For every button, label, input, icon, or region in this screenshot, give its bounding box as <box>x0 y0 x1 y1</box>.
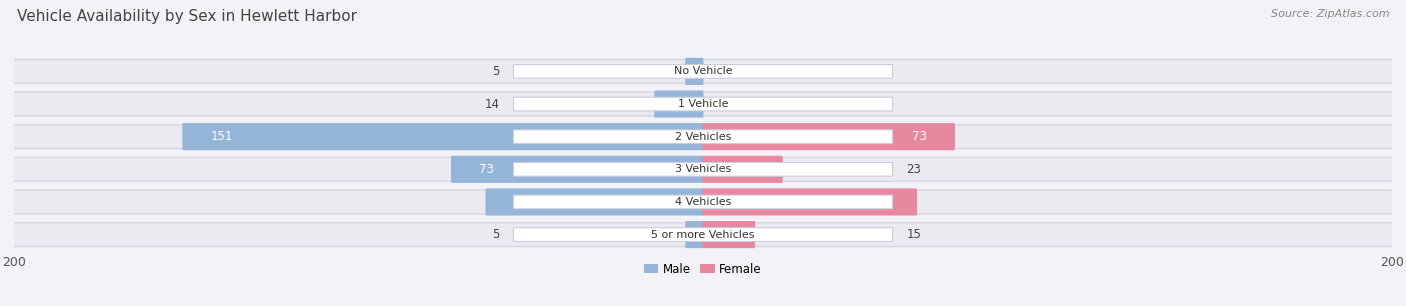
FancyBboxPatch shape <box>14 223 1392 246</box>
FancyBboxPatch shape <box>513 97 893 111</box>
FancyBboxPatch shape <box>14 125 1392 148</box>
FancyBboxPatch shape <box>14 91 1392 117</box>
Text: 14: 14 <box>485 98 499 110</box>
FancyBboxPatch shape <box>14 191 1392 213</box>
FancyBboxPatch shape <box>14 124 1392 149</box>
FancyBboxPatch shape <box>14 189 1392 215</box>
FancyBboxPatch shape <box>14 59 1392 84</box>
FancyBboxPatch shape <box>513 228 893 241</box>
Text: 15: 15 <box>907 228 921 241</box>
FancyBboxPatch shape <box>513 130 893 144</box>
Text: 73: 73 <box>912 130 927 143</box>
FancyBboxPatch shape <box>14 158 1392 181</box>
FancyBboxPatch shape <box>703 188 917 215</box>
FancyBboxPatch shape <box>703 156 783 183</box>
Text: 5: 5 <box>492 65 499 78</box>
Text: Vehicle Availability by Sex in Hewlett Harbor: Vehicle Availability by Sex in Hewlett H… <box>17 9 357 24</box>
FancyBboxPatch shape <box>14 93 1392 115</box>
FancyBboxPatch shape <box>485 188 703 215</box>
FancyBboxPatch shape <box>14 157 1392 182</box>
Text: 1 Vehicle: 1 Vehicle <box>678 99 728 109</box>
FancyBboxPatch shape <box>513 162 893 176</box>
Text: 5 or more Vehicles: 5 or more Vehicles <box>651 230 755 240</box>
Text: 3 Vehicles: 3 Vehicles <box>675 164 731 174</box>
Text: 2 Vehicles: 2 Vehicles <box>675 132 731 142</box>
Legend: Male, Female: Male, Female <box>640 258 766 280</box>
Text: 151: 151 <box>211 130 233 143</box>
FancyBboxPatch shape <box>685 221 703 248</box>
FancyBboxPatch shape <box>703 123 955 150</box>
Text: 23: 23 <box>907 163 921 176</box>
FancyBboxPatch shape <box>654 91 703 118</box>
Text: 62: 62 <box>875 196 889 208</box>
FancyBboxPatch shape <box>513 195 893 209</box>
FancyBboxPatch shape <box>703 221 755 248</box>
FancyBboxPatch shape <box>14 60 1392 83</box>
Text: 73: 73 <box>479 163 494 176</box>
Text: Source: ZipAtlas.com: Source: ZipAtlas.com <box>1271 9 1389 19</box>
Text: No Vehicle: No Vehicle <box>673 66 733 76</box>
FancyBboxPatch shape <box>513 65 893 78</box>
Text: 63: 63 <box>513 196 529 208</box>
FancyBboxPatch shape <box>685 58 703 85</box>
FancyBboxPatch shape <box>14 222 1392 247</box>
FancyBboxPatch shape <box>451 156 703 183</box>
Text: 5: 5 <box>492 228 499 241</box>
Text: 4 Vehicles: 4 Vehicles <box>675 197 731 207</box>
FancyBboxPatch shape <box>183 123 703 150</box>
